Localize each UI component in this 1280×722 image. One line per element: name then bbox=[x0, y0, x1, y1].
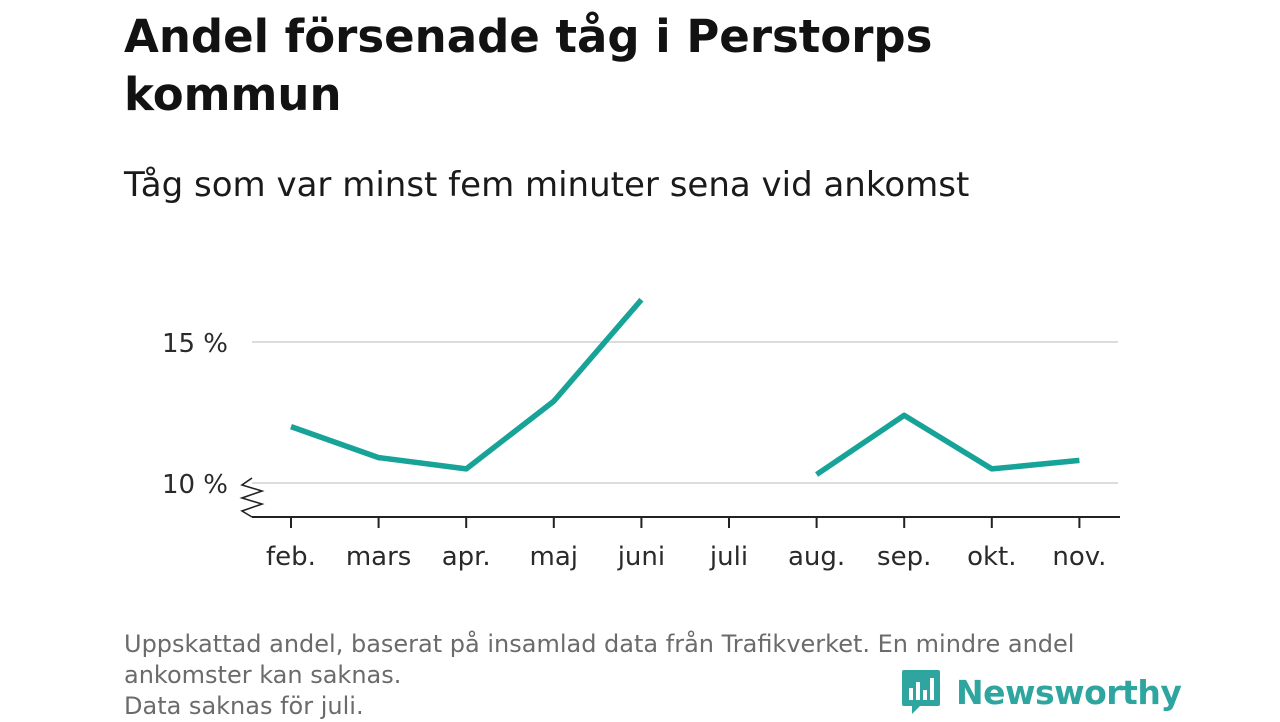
x-tick-label: aug. bbox=[788, 542, 845, 572]
x-tick-label: sep. bbox=[877, 542, 931, 572]
x-tick-label: mars bbox=[346, 542, 412, 572]
brand: Newsworthy bbox=[900, 668, 1182, 716]
chart-title: Andel försenade tåg i Perstorps kommun bbox=[124, 10, 933, 121]
brand-name: Newsworthy bbox=[956, 672, 1182, 712]
footnote: Uppskattad andel, baserat på insamlad da… bbox=[124, 629, 1164, 722]
x-tick-label: maj bbox=[530, 542, 578, 572]
series-line bbox=[290, 297, 644, 472]
x-tick-label: nov. bbox=[1052, 542, 1106, 572]
x-axis: feb. mars apr. maj juni juli aug. sep. okt. nov. bbox=[252, 516, 1120, 572]
footnote-line: Data saknas för juli. bbox=[124, 692, 364, 720]
y-axis-labels: 10 % 15 % bbox=[162, 329, 228, 500]
x-tick-label: feb. bbox=[266, 542, 316, 572]
chart-subtitle: Tåg som var minst fem minuter sena vid a… bbox=[124, 165, 970, 205]
y-tick-label: 10 % bbox=[162, 470, 228, 500]
y-tick-label: 15 % bbox=[162, 329, 228, 359]
x-tick-label: juli bbox=[709, 542, 748, 572]
newsworthy-logo-icon bbox=[902, 670, 940, 714]
x-tick-label: okt. bbox=[967, 542, 1016, 572]
x-tick-label: apr. bbox=[442, 542, 491, 572]
axis-break-icon bbox=[239, 477, 265, 518]
series-line bbox=[815, 412, 1080, 477]
footnote-line: ankomster kan saknas. bbox=[124, 661, 402, 689]
footnote-line: Uppskattad andel, baserat på insamlad da… bbox=[124, 630, 1075, 658]
x-tick-label: juni bbox=[617, 542, 665, 572]
line-chart: feb. mars apr. maj juni juli aug. sep. okt. nov. … bbox=[162, 297, 1120, 572]
series-lines bbox=[290, 297, 1080, 477]
gridlines bbox=[252, 341, 1118, 484]
